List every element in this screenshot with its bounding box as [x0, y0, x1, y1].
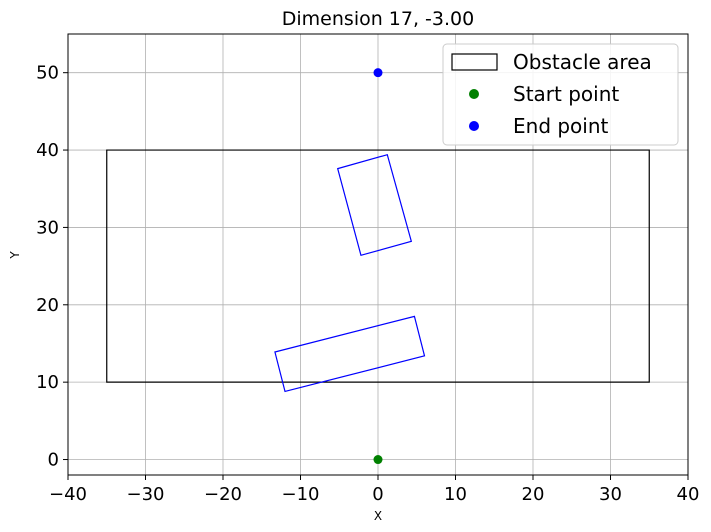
x-axis-label: X: [374, 509, 382, 523]
y-tick-label: 40: [36, 140, 59, 161]
x-tick-label: 30: [599, 484, 622, 505]
x-tick-label: 0: [372, 484, 383, 505]
x-tick-label: 20: [522, 484, 545, 505]
legend-label: Obstacle area: [513, 50, 652, 74]
start-point-marker: [373, 455, 383, 465]
x-tick-label: −30: [127, 484, 165, 505]
legend-box: [442, 43, 679, 146]
obstacle: [274, 315, 426, 393]
plot-data: [106, 68, 650, 465]
x-tick-label: 10: [444, 484, 467, 505]
x-tick-label: 40: [677, 484, 700, 505]
legend: Obstacle area Start point End point: [442, 43, 679, 146]
y-tick-label: 20: [36, 295, 59, 316]
y-tick-label: 30: [36, 217, 59, 238]
legend-label: Start point: [513, 82, 619, 106]
x-tick-label: −10: [282, 484, 320, 505]
end-point-marker: [373, 68, 383, 78]
obstacle-area: [106, 149, 650, 383]
y-tick-label: 0: [48, 450, 59, 471]
legend-marker: [469, 89, 479, 99]
y-tick-label: 50: [36, 63, 59, 84]
y-axis-label: Y: [8, 251, 22, 260]
legend-marker: [469, 121, 479, 131]
y-tick-label: 10: [36, 372, 59, 393]
legend-label: End point: [513, 114, 609, 138]
legend-swatch-obstacle-area: [451, 53, 498, 71]
obstacle: [336, 153, 413, 257]
axis-ticks: −40 −30 −20 −10 0 10 20 30 40 0 10 20 30 40 50: [36, 63, 699, 505]
x-tick-label: −40: [49, 484, 87, 505]
x-tick-label: −20: [204, 484, 242, 505]
chart-title: Dimension 17, -3.00: [282, 8, 474, 30]
